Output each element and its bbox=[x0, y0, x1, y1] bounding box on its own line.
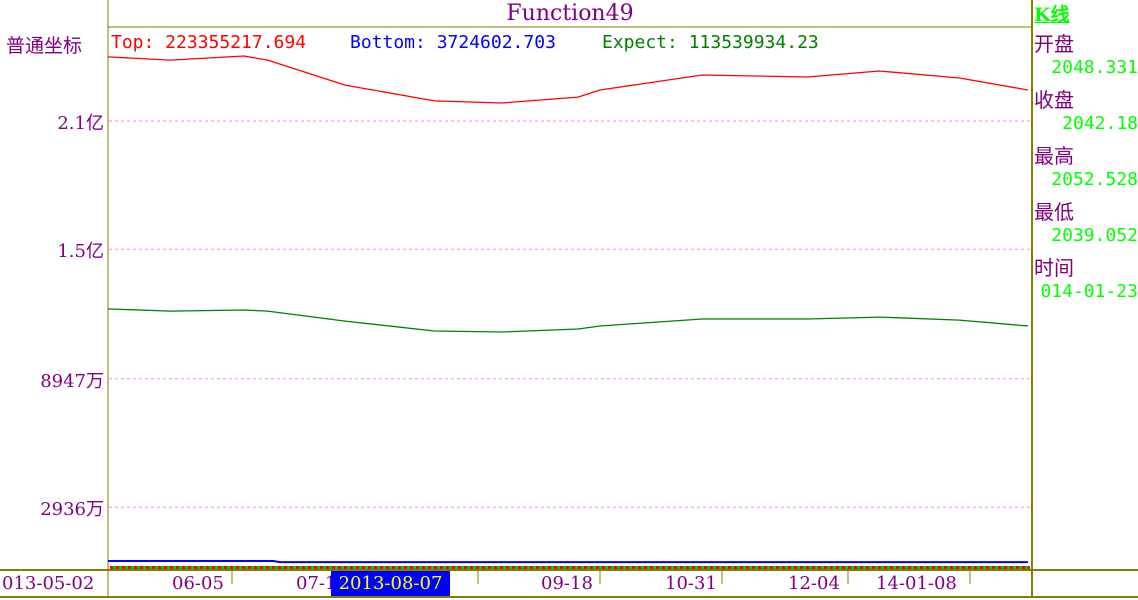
x-tick-label: 013-05-02 bbox=[2, 573, 95, 594]
info-value: 2039.052 bbox=[1051, 225, 1138, 246]
x-tick-label: 10-31 bbox=[665, 573, 717, 594]
expect-value: Expect: 113539934.23 bbox=[602, 32, 819, 53]
info-key: 最高 bbox=[1034, 144, 1074, 168]
info-key: 时间 bbox=[1034, 256, 1074, 280]
info-value: 014-01-23 bbox=[1040, 281, 1138, 302]
x-tick-label: 14-01-08 bbox=[876, 573, 957, 594]
info-key: 开盘 bbox=[1034, 32, 1074, 56]
x-tick-label: 12-04 bbox=[788, 573, 840, 594]
x-tick-label: 09-18 bbox=[541, 573, 593, 594]
info-value: 2042.18 bbox=[1062, 113, 1138, 134]
top-value: Top: 223355217.694 bbox=[111, 32, 307, 53]
chart-title: Function49 bbox=[506, 1, 634, 26]
x-tick-label: 06-05 bbox=[172, 573, 224, 594]
series-line-bottom bbox=[108, 560, 1028, 564]
y-tick-label: 2.1亿 bbox=[57, 113, 104, 134]
info-key: 收盘 bbox=[1034, 88, 1074, 112]
cursor-date-label: 2013-08-07 bbox=[331, 571, 450, 596]
y-tick-label: 1.5亿 bbox=[57, 241, 104, 263]
coordinate-mode-button[interactable]: 普通坐标 bbox=[6, 35, 83, 57]
bottom-value: Bottom: 3724602.703 bbox=[350, 32, 556, 53]
y-tick-label: 8947万 bbox=[40, 370, 104, 392]
series-line-top bbox=[107, 55, 1029, 104]
info-key: 最低 bbox=[1034, 200, 1074, 224]
info-value: 2052.528 bbox=[1051, 169, 1138, 190]
y-tick-label: 2936万 bbox=[40, 499, 104, 521]
k-line-link[interactable]: K线 bbox=[1034, 4, 1070, 26]
series-line-expect bbox=[107, 308, 1029, 333]
info-value: 2048.331 bbox=[1051, 57, 1138, 78]
right-info-panel: K线 开盘 2048.331 收盘 2042.18 最高 2052.528 最低 20… bbox=[1034, 0, 1138, 302]
